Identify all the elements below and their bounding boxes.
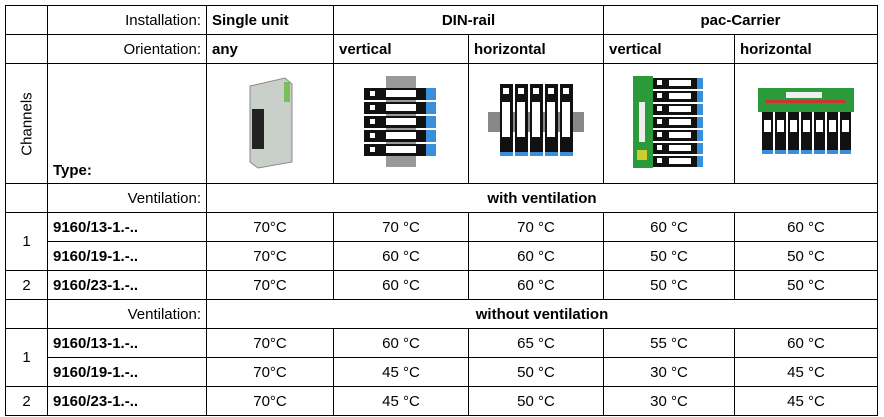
device-image: [333, 63, 469, 184]
device-image: [733, 63, 879, 184]
temperature: 70°C: [206, 270, 334, 300]
temperature: 45 °C: [733, 357, 879, 387]
installation: Single unit: [206, 5, 334, 35]
table-row: Ventilation: without ventilation: [5, 299, 879, 329]
temperature: 60 °C: [603, 212, 735, 242]
device-image: [206, 63, 334, 184]
temperature: 45 °C: [333, 386, 469, 416]
temperature: 45 °C: [333, 357, 469, 387]
ventilation-label: Ventilation:: [47, 299, 207, 329]
device-picture: [249, 77, 293, 169]
temperature: 70 °C: [468, 212, 604, 242]
table-row: 1 9160/13-1.-.. 70°C 60 °C 65 °C 55 °C 60 °C: [5, 328, 879, 387]
temperature: 50 °C: [733, 241, 879, 271]
temperature: 65 °C: [468, 328, 604, 358]
type: 9160/23-1.-..: [47, 270, 207, 300]
type: 9160/13-1.-..: [47, 328, 207, 358]
temperature: 60 °C: [333, 270, 469, 300]
table-row: 2 9160/23-1.-.. 70°C 60 °C 60 °C 50 °C 50 °C: [5, 270, 879, 300]
ventilation: with ventilation: [205, 183, 879, 213]
device-image: [603, 63, 735, 184]
temperature: 60 °C: [733, 328, 879, 358]
device-picture: [364, 76, 436, 167]
temperature: 45 °C: [733, 386, 879, 416]
type: 9160/19-1.-..: [47, 357, 207, 387]
installation: pac-Carrier: [602, 5, 879, 35]
temperature: 50 °C: [468, 386, 604, 416]
orientation: vertical: [603, 34, 735, 64]
ventilation: without ventilation: [205, 299, 879, 329]
temperature: 30 °C: [603, 386, 735, 416]
channel-count: 2: [5, 386, 48, 416]
temperature: 70°C: [206, 241, 334, 271]
orientation: horizontal: [733, 34, 879, 64]
table-row: 9160/19-1.-.. 70°C 45 °C 50 °C 30 °C 45 °C: [6, 357, 879, 387]
table-row: Ventilation: with ventilation: [5, 183, 879, 213]
orientation: any: [206, 34, 334, 64]
orientation: vertical: [333, 34, 469, 64]
ventilation-label: Ventilation:: [47, 183, 207, 213]
channel-count: 1: [5, 212, 48, 271]
table-row: 9160/19-1.-.. 70°C 60 °C 60 °C 50 °C 50 °C: [6, 241, 879, 271]
empty-cell: [5, 34, 48, 64]
temperature: 60 °C: [333, 241, 469, 271]
type: 9160/23-1.-..: [47, 386, 207, 416]
temperature: 50 °C: [603, 270, 735, 300]
empty-cell: [5, 299, 48, 329]
temperature: 60 °C: [733, 212, 879, 242]
temperature: 70 °C: [333, 212, 469, 242]
type-label: Type:: [47, 63, 207, 184]
table-row: 1 9160/13-1.-.. 70°C 70 °C 70 °C 60 °C 60 °C: [5, 212, 879, 271]
type: 9160/13-1.-..: [47, 212, 207, 242]
device-picture: [758, 87, 854, 154]
channel-count: 2: [5, 270, 48, 300]
installation-label: Installation:: [47, 5, 207, 35]
temperature: 50 °C: [733, 270, 879, 300]
orientation: horizontal: [468, 34, 604, 64]
table-row: Installation: Single unit DIN-rail pac-Carr…: [5, 5, 879, 35]
type: 9160/19-1.-..: [47, 241, 207, 271]
channel-count: 1: [5, 328, 48, 387]
temperature: 60 °C: [468, 241, 604, 271]
orientation-label: Orientation:: [47, 34, 207, 64]
table-row: Orientation: any vertical horizontal vertica…: [5, 34, 879, 64]
temperature: 70°C: [206, 357, 334, 387]
device-picture: [488, 84, 584, 156]
temperature: 50 °C: [468, 357, 604, 387]
table-row: Channels Type:: [5, 63, 879, 184]
temperature: 55 °C: [603, 328, 735, 358]
device-image: [468, 63, 604, 184]
channels-header: Channels: [5, 63, 48, 184]
temperature: 70°C: [206, 328, 334, 358]
temperature-table: Installation: Single unit DIN-rail pac-Carr…: [5, 5, 879, 416]
temperature: 70°C: [206, 212, 334, 242]
empty-cell: [5, 183, 48, 213]
temperature: 50 °C: [603, 241, 735, 271]
temperature: 60 °C: [333, 328, 469, 358]
installation: DIN-rail: [333, 5, 604, 35]
device-picture: [633, 75, 703, 168]
temperature: 30 °C: [603, 357, 735, 387]
table-row: 2 9160/23-1.-.. 70°C 45 °C 50 °C 30 °C 45 °C: [5, 386, 879, 416]
channels-label: Channels: [18, 91, 35, 156]
temperature: 60 °C: [468, 270, 604, 300]
empty-cell: [5, 5, 48, 35]
temperature: 70°C: [206, 386, 334, 416]
